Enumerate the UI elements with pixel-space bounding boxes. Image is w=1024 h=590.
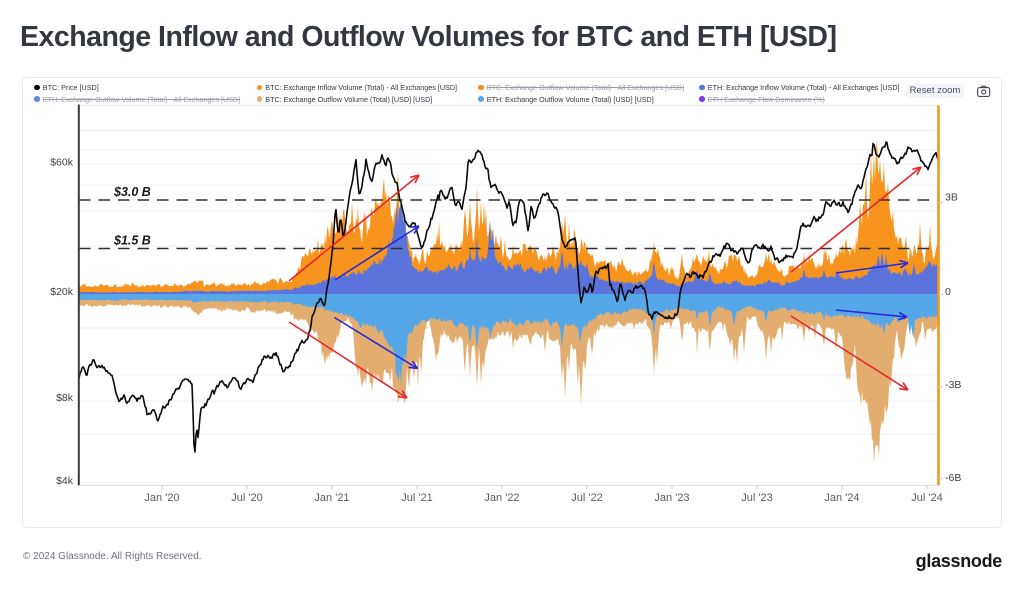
svg-text:3B: 3B — [945, 192, 958, 204]
svg-text:$1.5 B: $1.5 B — [113, 234, 151, 248]
svg-text:Jul '24: Jul '24 — [911, 492, 942, 504]
svg-text:Jan '24: Jan '24 — [824, 492, 859, 504]
svg-text:-3B: -3B — [945, 379, 961, 391]
svg-text:Jan '22: Jan '22 — [484, 492, 519, 504]
svg-text:$8k: $8k — [56, 392, 74, 404]
svg-text:Jul '21: Jul '21 — [401, 492, 432, 504]
svg-text:Jan '20: Jan '20 — [144, 492, 179, 504]
svg-text:Jul '23: Jul '23 — [741, 492, 772, 504]
svg-text:Jul '20: Jul '20 — [231, 492, 262, 504]
svg-text:$60k: $60k — [50, 157, 74, 169]
svg-text:$3.0 B: $3.0 B — [113, 185, 151, 199]
svg-text:Jan '21: Jan '21 — [314, 492, 349, 504]
svg-text:$20k: $20k — [50, 286, 74, 298]
svg-text:$4k: $4k — [56, 475, 74, 487]
svg-text:-6B: -6B — [945, 472, 961, 484]
svg-text:Jul '22: Jul '22 — [571, 492, 602, 504]
svg-text:Jan '23: Jan '23 — [654, 492, 689, 504]
svg-text:0: 0 — [945, 286, 951, 298]
